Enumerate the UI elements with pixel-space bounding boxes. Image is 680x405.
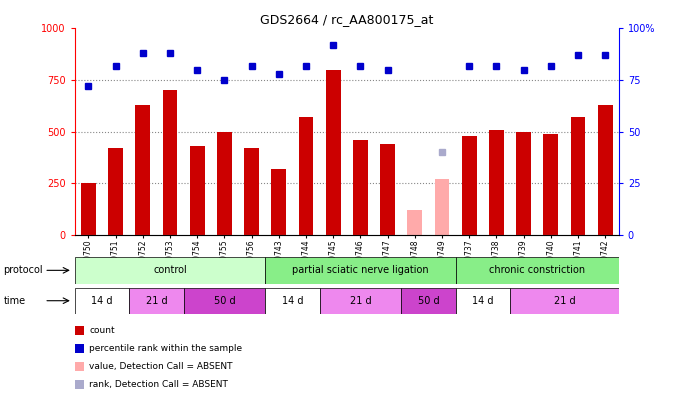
Bar	[401, 288, 456, 314]
Bar	[299, 117, 313, 235]
Text: value, Detection Call = ABSENT: value, Detection Call = ABSENT	[89, 362, 233, 371]
Text: 14 d: 14 d	[472, 296, 494, 306]
Text: control: control	[153, 265, 187, 275]
Text: 14 d: 14 d	[282, 296, 303, 306]
Bar	[129, 288, 184, 314]
Bar	[489, 130, 504, 235]
Bar	[353, 140, 368, 235]
Bar	[516, 132, 531, 235]
Text: chronic constriction: chronic constriction	[489, 265, 585, 275]
Text: 21 d: 21 d	[350, 296, 371, 306]
Bar	[184, 288, 265, 314]
Bar	[75, 288, 129, 314]
Text: 21 d: 21 d	[554, 296, 575, 306]
Bar	[380, 144, 395, 235]
Bar	[571, 117, 585, 235]
Text: percentile rank within the sample: percentile rank within the sample	[89, 344, 242, 353]
Bar	[435, 179, 449, 235]
Bar	[81, 183, 96, 235]
Bar	[456, 288, 510, 314]
Bar	[320, 288, 401, 314]
Text: 21 d: 21 d	[146, 296, 167, 306]
Bar	[135, 105, 150, 235]
Bar	[244, 148, 259, 235]
Text: 14 d: 14 d	[91, 296, 113, 306]
Text: time: time	[3, 296, 26, 306]
Title: GDS2664 / rc_AA800175_at: GDS2664 / rc_AA800175_at	[260, 13, 433, 26]
Bar	[265, 288, 320, 314]
Bar	[190, 146, 205, 235]
Bar	[163, 90, 177, 235]
Bar	[598, 105, 613, 235]
Bar	[265, 257, 456, 284]
Bar	[75, 257, 265, 284]
Bar	[543, 134, 558, 235]
Text: 50 d: 50 d	[418, 296, 439, 306]
Bar	[407, 210, 422, 235]
Bar	[462, 136, 477, 235]
Bar	[271, 169, 286, 235]
Text: protocol: protocol	[3, 265, 43, 275]
Text: rank, Detection Call = ABSENT: rank, Detection Call = ABSENT	[89, 380, 228, 389]
Bar	[217, 132, 232, 235]
Text: count: count	[89, 326, 115, 335]
Bar	[510, 288, 619, 314]
Text: 50 d: 50 d	[214, 296, 235, 306]
Text: partial sciatic nerve ligation: partial sciatic nerve ligation	[292, 265, 428, 275]
Bar	[456, 257, 619, 284]
Bar	[108, 148, 123, 235]
Bar	[326, 70, 341, 235]
